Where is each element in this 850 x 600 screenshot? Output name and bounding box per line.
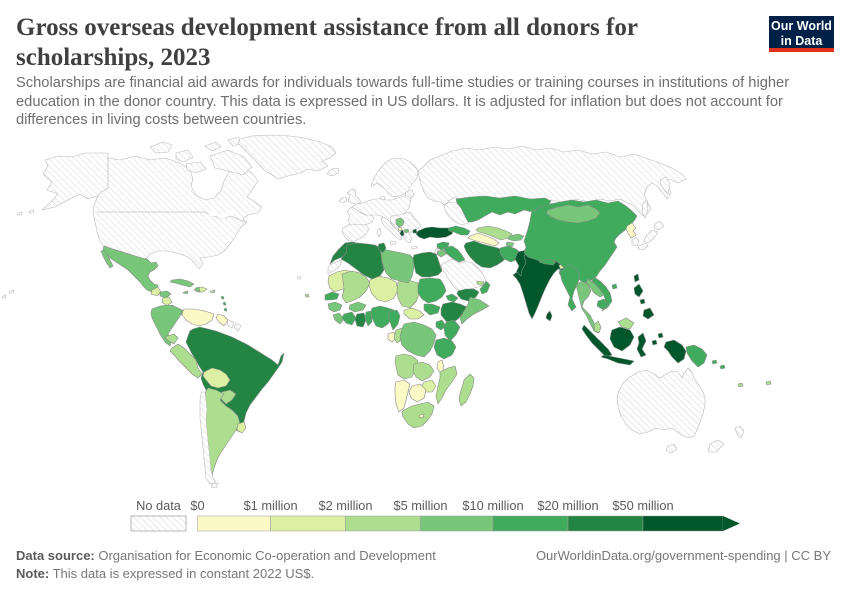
svg-text:$1 million: $1 million — [244, 498, 298, 513]
svg-text:$2 million: $2 million — [318, 498, 372, 513]
svg-text:$0: $0 — [190, 498, 204, 513]
svg-text:$10 million: $10 million — [462, 498, 523, 513]
svg-text:$50 million: $50 million — [612, 498, 673, 513]
svg-text:$20 million: $20 million — [537, 498, 598, 513]
svg-text:$5 million: $5 million — [393, 498, 447, 513]
svg-text:No data: No data — [136, 498, 182, 513]
